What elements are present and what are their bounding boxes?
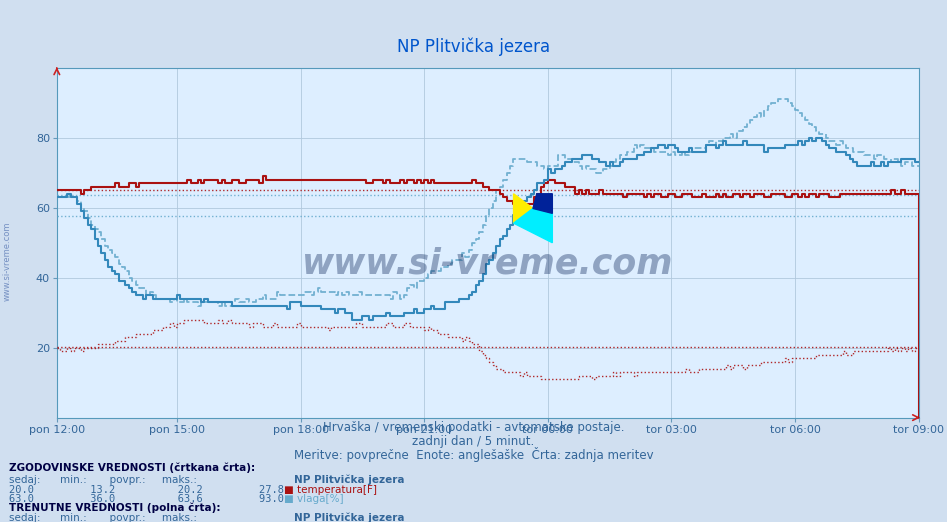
- Polygon shape: [533, 194, 552, 213]
- Text: sedaj:      min.:       povpr.:     maks.:: sedaj: min.: povpr.: maks.:: [9, 475, 198, 485]
- Text: ■ temperatura[F]: ■ temperatura[F]: [284, 485, 377, 495]
- Text: zadnji dan / 5 minut.: zadnji dan / 5 minut.: [412, 435, 535, 448]
- Text: NP Plitvička jezera: NP Plitvička jezera: [294, 513, 404, 522]
- Text: NP Plitvička jezera: NP Plitvička jezera: [294, 474, 404, 485]
- Text: ■ vlaga[%]: ■ vlaga[%]: [284, 494, 344, 504]
- Polygon shape: [513, 194, 533, 223]
- Text: 63.0         36.0          63.6         93.0: 63.0 36.0 63.6 93.0: [9, 494, 284, 504]
- Text: ZGODOVINSKE VREDNOSTI (črtkana črta):: ZGODOVINSKE VREDNOSTI (črtkana črta):: [9, 463, 256, 473]
- Text: sedaj:      min.:       povpr.:     maks.:: sedaj: min.: povpr.: maks.:: [9, 514, 198, 522]
- Polygon shape: [513, 208, 552, 243]
- Text: Hrvaška / vremenski podatki - avtomatske postaje.: Hrvaška / vremenski podatki - avtomatske…: [323, 421, 624, 434]
- Text: 20.0         13.2          20.2         27.8: 20.0 13.2 20.2 27.8: [9, 485, 284, 495]
- Text: www.si-vreme.com: www.si-vreme.com: [302, 247, 673, 281]
- Text: NP Plitvička jezera: NP Plitvička jezera: [397, 38, 550, 56]
- Text: TRENUTNE VREDNOSTI (polna črta):: TRENUTNE VREDNOSTI (polna črta):: [9, 503, 221, 513]
- Text: Meritve: povprečne  Enote: anglešaške  Črta: zadnja meritev: Meritve: povprečne Enote: anglešaške Črt…: [294, 447, 653, 462]
- Text: www.si-vreme.com: www.si-vreme.com: [3, 221, 12, 301]
